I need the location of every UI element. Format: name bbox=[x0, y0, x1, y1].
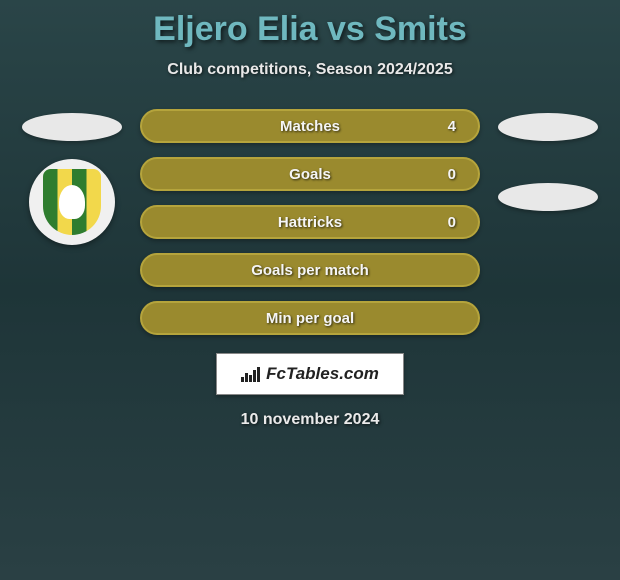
brand-badge[interactable]: FcTables.com bbox=[216, 353, 404, 395]
left-column bbox=[22, 109, 122, 245]
stat-label: Goals bbox=[289, 166, 331, 183]
footer: FcTables.com 10 november 2024 bbox=[216, 353, 404, 429]
stat-label: Matches bbox=[280, 118, 340, 135]
subtitle: Club competitions, Season 2024/2025 bbox=[167, 61, 452, 79]
stats-column: Matches 4 Goals 0 Hattricks 0 Goals per … bbox=[140, 109, 480, 335]
player-right-placeholder bbox=[498, 113, 598, 141]
brand-text: FcTables.com bbox=[266, 364, 379, 384]
shield-icon bbox=[43, 169, 101, 235]
chart-icon bbox=[241, 366, 260, 382]
content-row: Matches 4 Goals 0 Hattricks 0 Goals per … bbox=[0, 109, 620, 335]
stat-value: 0 bbox=[448, 166, 456, 183]
stat-label: Hattricks bbox=[278, 214, 342, 231]
stat-row-matches: Matches 4 bbox=[140, 109, 480, 143]
stat-row-goals: Goals 0 bbox=[140, 157, 480, 191]
stat-label: Min per goal bbox=[266, 310, 354, 327]
stat-label: Goals per match bbox=[251, 262, 369, 279]
player-left-placeholder bbox=[22, 113, 122, 141]
right-column bbox=[498, 109, 598, 211]
stat-row-gpm: Goals per match bbox=[140, 253, 480, 287]
stat-row-mpg: Min per goal bbox=[140, 301, 480, 335]
stork-icon bbox=[59, 185, 85, 219]
page-title: Eljero Elia vs Smits bbox=[153, 10, 467, 49]
stat-row-hattricks: Hattricks 0 bbox=[140, 205, 480, 239]
stat-value: 4 bbox=[448, 118, 456, 135]
date-text: 10 november 2024 bbox=[241, 411, 380, 429]
club-right-placeholder bbox=[498, 183, 598, 211]
stat-value: 0 bbox=[448, 214, 456, 231]
club-logo-left bbox=[29, 159, 115, 245]
comparison-card: Eljero Elia vs Smits Club competitions, … bbox=[0, 0, 620, 439]
